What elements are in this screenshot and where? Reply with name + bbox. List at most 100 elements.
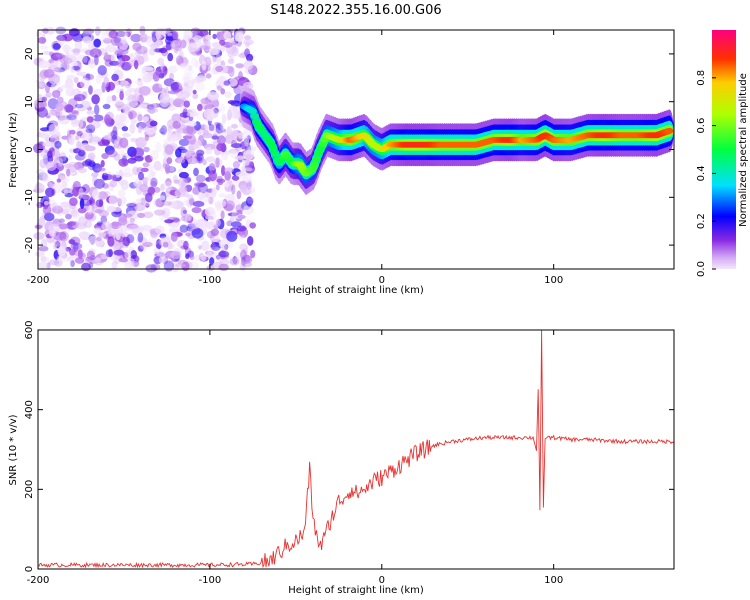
noise-blob [42,141,55,147]
snr-frame [37,329,675,570]
noise-blob [205,34,212,40]
spectrogram-x-tick-label: 0 [379,275,385,286]
noise-blob [65,86,75,97]
noise-blob [91,189,100,200]
noise-scatter [33,25,258,273]
noise-blob [214,199,227,208]
noise-blob [79,198,85,210]
noise-blob [56,178,61,183]
colorbar-title: Normalized spectral amplitude [738,73,749,227]
noise-blob [175,55,184,66]
noise-blob [108,183,115,192]
snr-x-tick-label: 100 [544,575,563,586]
noise-blob [193,181,206,188]
noise-blob [227,58,235,64]
noise-blob [184,86,192,94]
noise-blob [113,249,125,256]
noise-blob [76,81,85,89]
noise-blob [179,148,188,153]
noise-blob [81,143,90,149]
noise-blob [167,124,173,135]
noise-blob [75,257,85,264]
noise-blob [146,238,158,247]
noise-blob [167,105,176,111]
snr-x-tick-label: -200 [27,575,50,586]
noise-blob [197,182,208,194]
noise-blob [245,186,256,194]
noise-blob [231,139,238,148]
noise-blob [36,107,48,118]
ridge-segment [312,156,321,163]
noise-blob [86,116,94,123]
noise-blob [224,134,234,145]
noise-blob [76,131,83,137]
snr-y-tick-label: 400 [24,400,35,419]
noise-blob [247,236,254,246]
noise-blob [39,45,49,50]
noise-blob [138,86,151,96]
noise-blob [191,207,202,214]
noise-blob [224,171,231,181]
noise-blob [172,120,181,129]
noise-blob [154,83,161,93]
noise-blob [54,140,62,149]
spectrogram-y-tick-label: 20 [24,48,35,61]
noise-blob [147,172,155,183]
noise-blob [157,57,164,66]
noise-blob [171,134,179,142]
noise-blob [203,108,215,120]
noise-blob [50,60,62,71]
noise-blob [50,110,63,117]
noise-blob [97,191,108,200]
noise-blob [183,75,191,84]
noise-blob [52,43,61,50]
noise-blob [157,164,165,172]
noise-blob [48,259,60,266]
noise-blob [58,85,69,90]
noise-blob [49,203,57,213]
noise-blob [193,167,199,177]
noise-blob [101,221,113,232]
noise-blob [93,38,101,48]
noise-blob [73,241,79,252]
noise-blob [140,167,149,172]
noise-blob [91,136,102,143]
noise-blob [35,31,43,38]
noise-blob [70,209,78,217]
noise-blob [220,128,227,133]
noise-blob [199,45,211,50]
noise-blob [223,182,230,188]
snr-series-line [37,329,675,569]
noise-blob [60,175,67,181]
noise-blob [163,180,170,187]
noise-blob [215,218,221,227]
noise-blob [53,240,62,247]
noise-blob [172,31,179,40]
noise-blob [93,88,103,96]
noise-blob [164,163,171,175]
noise-blob [187,157,199,165]
noise-blob [169,72,175,81]
noise-blob [69,197,78,206]
noise-blob [154,225,165,234]
noise-blob [205,146,213,155]
noise-blob [235,204,244,213]
noise-blob [227,49,234,58]
noise-blob [250,249,256,259]
noise-blob [243,254,251,263]
noise-blob [112,207,122,213]
noise-blob [90,203,98,209]
noise-blob [37,81,46,90]
noise-blob [143,146,150,153]
noise-blob [113,81,120,86]
noise-blob [228,66,235,78]
noise-blob [42,172,49,182]
noise-blob [122,133,131,138]
noise-blob [107,236,115,247]
colorbar-tick-label: 0.0 [696,261,707,277]
noise-blob [198,245,203,250]
noise-blob [86,110,95,115]
snr-y-tick-label: 0 [24,566,35,572]
noise-blob [63,188,69,195]
noise-blob [164,219,174,224]
